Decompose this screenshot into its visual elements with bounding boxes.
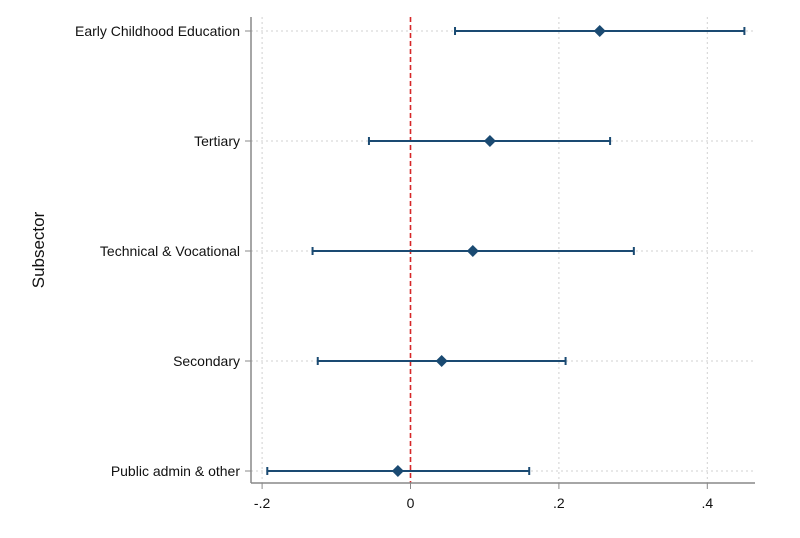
point-estimate (483, 135, 496, 147)
x-tick-label: .4 (701, 495, 713, 511)
y-tick-label: Tertiary (194, 133, 240, 149)
y-axis-label: Subsector (29, 211, 48, 288)
point-estimate (466, 245, 479, 257)
y-tick-label: Public admin & other (111, 463, 241, 479)
x-tick-label: .2 (553, 495, 565, 511)
point-estimate (391, 465, 404, 477)
y-tick-label: Early Childhood Education (75, 23, 240, 39)
point-estimate (593, 25, 606, 37)
x-tick-label: 0 (407, 495, 415, 511)
y-tick-label: Secondary (173, 353, 240, 369)
x-tick-label: -.2 (254, 495, 271, 511)
point-estimate (435, 355, 448, 367)
y-tick-label: Technical & Vocational (100, 243, 240, 259)
